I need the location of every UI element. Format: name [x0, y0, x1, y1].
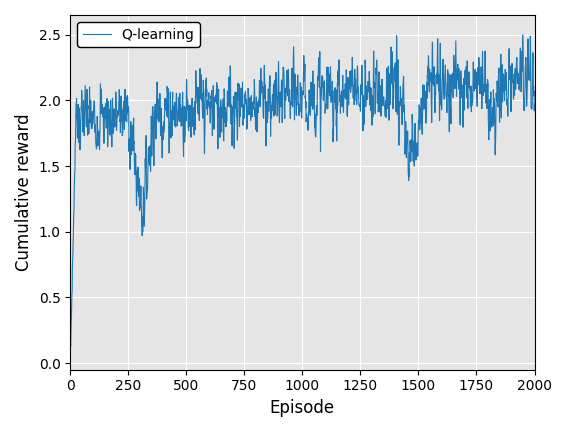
Q-learning [67, 361, 74, 366]
Q-learning [77, 117, 84, 122]
Line: Q-learning: Q-learning [70, 35, 535, 363]
Q-learning [346, 86, 353, 91]
Q-learning [519, 32, 526, 38]
Q-learning [108, 131, 115, 136]
Y-axis label: Cumulative reward: Cumulative reward [15, 114, 33, 271]
X-axis label: Episode: Episode [270, 399, 335, 417]
Q-learning [449, 70, 456, 76]
Legend: Q-learning: Q-learning [77, 22, 200, 47]
Q-learning [92, 122, 99, 127]
Q-learning [531, 101, 538, 106]
Q-learning [239, 95, 246, 100]
